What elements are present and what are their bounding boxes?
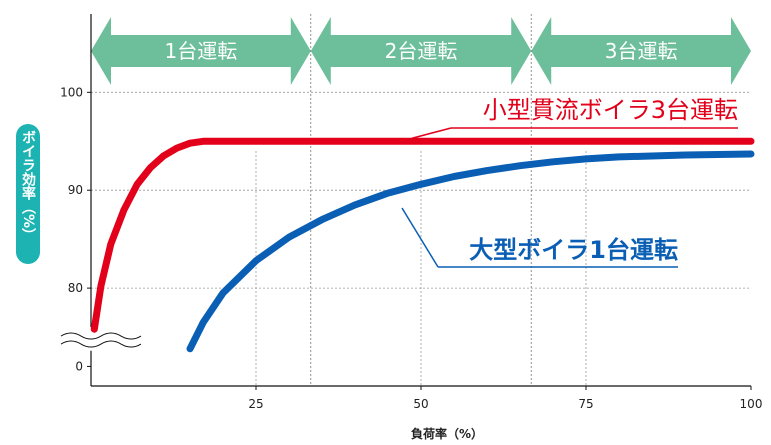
x-tick-label: 25	[248, 397, 263, 411]
operation-zones: 1台運転 2台運転 3台運転	[91, 17, 751, 85]
series-line-2	[186, 150, 755, 353]
x-tick-label: 100	[740, 397, 763, 411]
axis-break-mark	[60, 340, 142, 348]
leader-line-red	[411, 127, 452, 139]
grid	[91, 14, 751, 386]
series	[90, 137, 755, 353]
zone-label-3: 3台運転	[605, 39, 678, 63]
y-axis-title-pill	[16, 124, 40, 264]
zone-label-2: 2台運転	[385, 39, 458, 63]
x-axis-title: 負荷率（%）	[411, 426, 483, 441]
zone-label-1: 1台運転	[165, 39, 238, 63]
y-tick-label: 100	[60, 85, 83, 99]
y-axis-title: ボイラ効率（%）	[20, 130, 37, 242]
axis-break-mark	[60, 332, 142, 340]
series-line-1	[90, 137, 755, 333]
y-tick-label: 90	[68, 183, 83, 197]
leader-line-blue	[401, 207, 439, 268]
series-label-red: 小型貫流ボイラ3台運転	[483, 96, 738, 124]
x-tick-label: 50	[413, 397, 428, 411]
zone-arrow-1	[91, 17, 311, 85]
axes: 100 90 80 0 25 50 75 100	[60, 14, 762, 411]
y-tick-label: 80	[68, 281, 83, 295]
zone-arrow-2	[310, 17, 532, 85]
series-label-blue: 大型ボイラ1台運転	[469, 236, 678, 264]
zone-arrow-3	[531, 17, 751, 85]
y-tick-label: 0	[75, 359, 83, 373]
x-tick-label: 75	[578, 397, 593, 411]
